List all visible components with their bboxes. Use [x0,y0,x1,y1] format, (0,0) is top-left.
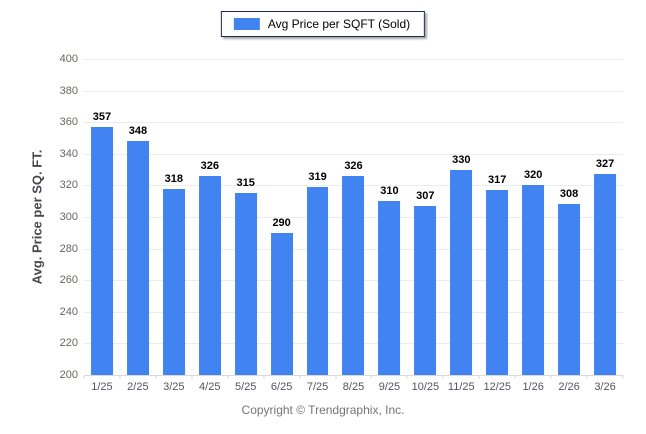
x-axis-tick [299,375,301,379]
x-axis-tick [550,375,552,379]
x-tick-label: 2/26 [558,381,580,393]
bar-slot: 318 3/25 [156,59,192,393]
y-axis-tick-labels: 400 380 360 340 320 300 280 260 240 220 200 [0,53,78,381]
bar [342,175,365,375]
x-axis-tick [119,375,121,379]
bar [450,169,473,375]
bar-slot: 290 6/25 [264,59,300,393]
bar [522,185,545,375]
bar-value-label: 310 [380,185,399,198]
bar-value-label: 319 [308,170,327,183]
x-axis-tick [586,375,588,379]
x-axis-tick [514,375,516,379]
x-tick-label: 2/25 [127,381,149,393]
bar-value-label: 348 [128,125,148,138]
bar-slot: 320 1/26 [515,59,551,393]
bar-slot: 327 3/26 [587,59,623,393]
legend: Avg Price per SQFT (Sold) [220,11,426,37]
x-tick-label: 12/25 [483,381,511,393]
plot-area: 357 1/25 348 2/25 318 3/25 326 4/25 315 5/25 290 6/… [83,59,624,393]
y-tick-label: 300 [59,211,78,223]
bar-slot: 307 10/25 [407,59,443,393]
x-tick-label: 7/25 [306,381,329,393]
bar-value-label: 326 [344,159,363,172]
x-axis-tick [227,375,229,379]
bar-value-label: 317 [488,174,507,187]
bar-value-label: 318 [164,172,183,185]
bar-value-label: 320 [523,169,543,182]
legend-swatch-icon [233,18,260,30]
bar-slot: 308 2/26 [551,59,587,393]
bar [558,204,581,375]
gridline [84,153,623,155]
x-tick-label: 6/25 [270,381,293,393]
bar [162,188,185,375]
bar [91,126,113,375]
legend-label: Avg Price per SQFT (Sold) [267,17,411,31]
x-axis-tick [442,375,444,379]
bar-slot: 310 9/25 [371,59,407,393]
bar [594,174,616,375]
y-tick-label: 260 [59,274,78,287]
x-tick-label: 3/25 [163,381,185,393]
bar-slot: 326 8/25 [336,59,372,393]
bar-value-label: 290 [272,216,291,229]
y-tick-label: 200 [59,369,78,381]
bar-slot: 326 4/25 [192,59,228,393]
bar-value-label: 327 [595,158,615,171]
bar-value-label: 330 [452,153,471,166]
bar [414,205,437,375]
bar-slot: 330 11/25 [443,59,479,393]
x-axis-tick [622,375,624,379]
gridline [84,90,623,92]
bar-slot: 315 5/25 [228,59,264,393]
x-tick-label: 8/25 [342,381,365,393]
y-tick-label: 280 [59,242,78,255]
y-tick-label: 240 [59,305,78,318]
x-axis-tick [83,375,85,379]
bar-slot: 348 2/25 [120,59,156,393]
y-tick-label: 400 [59,53,78,65]
bar [486,190,509,375]
bar-slot: 317 12/25 [479,59,515,393]
x-tick-label: 3/26 [594,381,616,393]
bar-value-label: 326 [200,159,219,172]
y-tick-label: 380 [59,84,78,97]
x-tick-label: 4/25 [199,381,221,393]
x-axis-tick [263,375,265,379]
x-axis-tick [370,375,372,379]
x-axis-tick [478,375,480,379]
x-axis-tick [406,375,408,379]
x-tick-label: 5/25 [234,381,257,393]
bar-value-label: 307 [416,189,435,202]
bar-slot: 357 1/25 [84,59,120,393]
bar-value-label: 357 [92,110,112,123]
x-axis-tick [155,375,157,379]
bar [378,201,401,375]
x-axis-tick [191,375,193,379]
y-tick-label: 340 [59,147,78,160]
x-tick-label: 10/25 [411,381,440,393]
bar [126,141,149,375]
x-tick-label: 1/25 [91,381,113,393]
bar [198,175,221,375]
bar-value-label: 308 [559,188,579,201]
x-axis-tick [335,375,337,379]
copyright-text: Copyright © Trendgraphix, Inc. [241,403,405,417]
x-tick-label: 9/25 [378,381,401,393]
bar [306,186,329,375]
x-tick-label: 11/25 [447,381,475,393]
x-tick-label: 1/26 [522,381,544,393]
gridline [84,122,623,124]
y-tick-label: 220 [59,337,78,350]
bar [270,232,293,375]
bar-slot: 319 7/25 [300,59,336,393]
y-tick-label: 360 [59,116,78,129]
bar [234,193,257,375]
bar-value-label: 315 [236,177,255,190]
y-tick-label: 320 [59,179,78,192]
gridline [84,59,623,60]
